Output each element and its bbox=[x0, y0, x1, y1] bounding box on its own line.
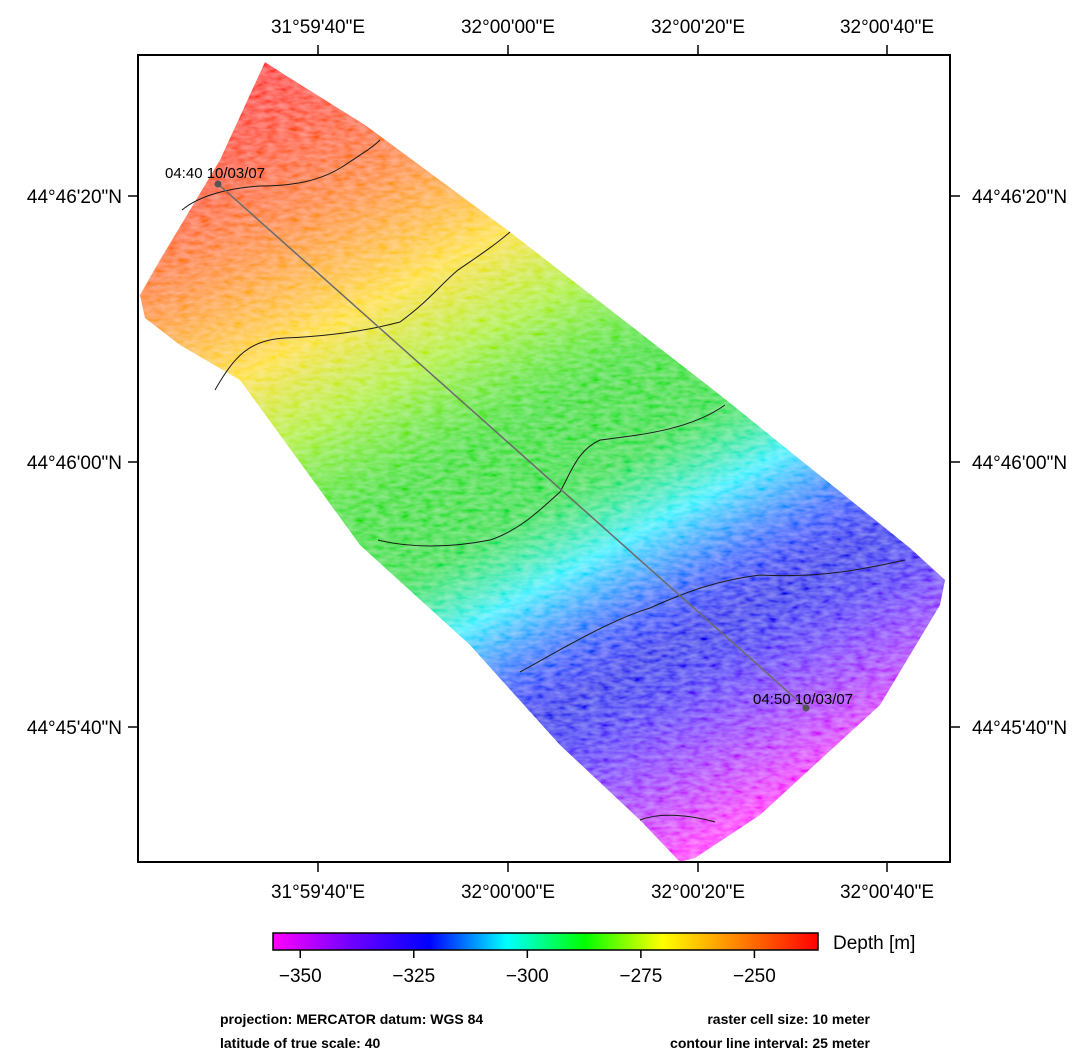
lon-label-bottom: 32°00'20"E bbox=[651, 882, 745, 903]
lon-label-bottom: 32°00'00"E bbox=[461, 882, 555, 903]
bathymetry-swath bbox=[140, 62, 945, 862]
lon-label-top: 32°00'40"E bbox=[840, 17, 934, 38]
true-scale-note: latitude of true scale: 40 bbox=[220, 1035, 381, 1051]
lon-label-bottom: 31°59'40"E bbox=[271, 882, 365, 903]
lat-label-left: 44°46'20"N bbox=[27, 187, 122, 208]
lat-label-right: 44°46'00"N bbox=[972, 453, 1067, 474]
colorbar-scale bbox=[272, 932, 819, 951]
lat-label-left: 44°45'40"N bbox=[27, 718, 122, 739]
colorbar-tick-label: −250 bbox=[733, 966, 776, 987]
depth-colorbar: −350 −325 −300 −275 −250 Depth [m] bbox=[272, 932, 915, 987]
ship-track: 04:40 10/03/07 04:50 10/03/07 bbox=[165, 165, 853, 712]
colorbar-tick-label: −325 bbox=[392, 966, 435, 987]
track-start-marker bbox=[214, 180, 222, 188]
lat-label-right: 44°45'40"N bbox=[972, 718, 1067, 739]
contour-line bbox=[214, 231, 511, 391]
colorbar-tick-label: −350 bbox=[279, 966, 322, 987]
colorbar-title: Depth [m] bbox=[833, 933, 915, 954]
contour-line bbox=[377, 404, 726, 547]
track-end-marker bbox=[802, 704, 810, 712]
map-frame bbox=[137, 54, 951, 863]
contour-lines bbox=[181, 139, 906, 823]
contour-interval-note: contour line interval: 25 meter bbox=[670, 1035, 870, 1051]
track-start-label: 04:40 10/03/07 bbox=[165, 165, 265, 182]
contour-line bbox=[519, 559, 906, 673]
track-end-label: 04:50 10/03/07 bbox=[753, 691, 853, 708]
contour-line bbox=[639, 814, 716, 823]
cell-size-note: raster cell size: 10 meter bbox=[707, 1011, 870, 1027]
lon-label-top: 31°59'40"E bbox=[271, 17, 365, 38]
lon-label-bottom: 32°00'40"E bbox=[840, 882, 934, 903]
lon-label-top: 32°00'00"E bbox=[461, 17, 555, 38]
contour-line bbox=[181, 139, 381, 211]
projection-note: projection: MERCATOR datum: WGS 84 bbox=[220, 1011, 484, 1027]
colorbar-tick-label: −300 bbox=[506, 966, 549, 987]
frame-ticks bbox=[128, 45, 960, 872]
lat-label-left: 44°46'00"N bbox=[27, 453, 122, 474]
colorbar-tick-label: −275 bbox=[619, 966, 662, 987]
track-line bbox=[217, 183, 807, 709]
colorbar-ticks: −350 −325 −300 −275 −250 bbox=[279, 950, 776, 987]
lat-label-right: 44°46'20"N bbox=[972, 187, 1067, 208]
lon-label-top: 32°00'20"E bbox=[651, 17, 745, 38]
